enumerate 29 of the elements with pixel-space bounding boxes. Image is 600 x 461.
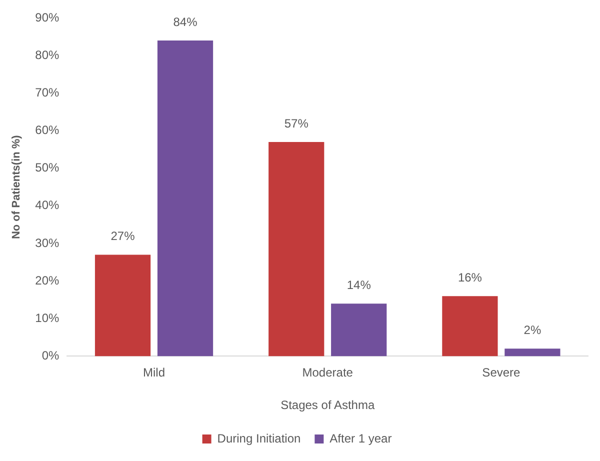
data-label: 14% [346, 278, 372, 292]
data-label: 2% [524, 322, 542, 337]
bar [442, 296, 498, 356]
bar [94, 254, 151, 356]
y-tick-label: 20% [35, 273, 60, 288]
data-label: 57% [284, 116, 309, 130]
bar [157, 40, 214, 356]
y-tick-label: 10% [35, 310, 60, 325]
legend-label: During Initiation [217, 431, 301, 446]
y-tick-label: 70% [35, 85, 60, 100]
bar [504, 348, 560, 356]
legend-label: After 1 year [330, 431, 392, 446]
bar [268, 142, 324, 356]
y-tick-label: 60% [35, 123, 60, 138]
data-label: 27% [110, 229, 136, 244]
y-tick-label: 40% [35, 198, 60, 212]
data-label: 84% [173, 14, 198, 29]
y-tick-label: 30% [35, 236, 60, 250]
x-axis-title: Stages of Asthma [280, 398, 375, 412]
x-tick-label: Severe [482, 366, 521, 380]
y-tick-label: 90% [35, 10, 60, 24]
bar [331, 304, 387, 356]
y-tick-label: 0% [42, 348, 60, 363]
y-tick-label: 50% [35, 160, 60, 175]
y-axis-title: No of Patients(in %) [10, 134, 23, 240]
data-label: 16% [458, 270, 482, 284]
x-tick-label: Moderate [302, 366, 354, 380]
y-tick-label: 80% [35, 48, 60, 62]
x-tick-label: Mild [143, 366, 166, 380]
